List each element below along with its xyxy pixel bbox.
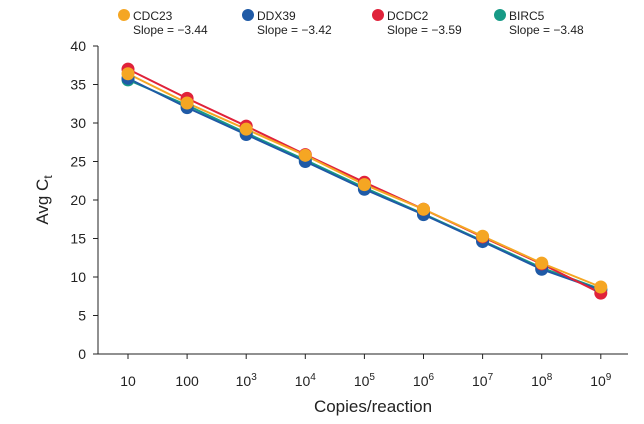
legend-marker <box>118 9 130 21</box>
x-tick-label-base: 10 <box>120 373 136 389</box>
x-tick-label-base: 10 <box>531 373 547 389</box>
legend-slope-label: Slope = −3.42 <box>257 23 332 37</box>
legend-series-name: DCDC2 <box>387 9 429 23</box>
legend-marker <box>494 9 506 21</box>
x-tick-label-base: 10 <box>354 373 370 389</box>
data-point-cdc23 <box>298 148 312 162</box>
legend-series-name: BIRC5 <box>509 9 545 23</box>
y-tick-label: 40 <box>70 38 86 54</box>
data-point-cdc23 <box>417 202 430 216</box>
x-axis-title: Copies/reaction <box>314 397 432 416</box>
y-tick-label: 10 <box>70 269 86 285</box>
x-tick-label-exponent: 6 <box>429 372 435 383</box>
legend-marker <box>372 9 384 21</box>
series-layer <box>121 62 608 300</box>
y-tick-label: 25 <box>70 154 86 170</box>
legend-slope-label: Slope = −3.48 <box>509 23 584 37</box>
legend-marker <box>242 9 254 21</box>
x-tick-label: 106 <box>413 372 435 389</box>
legend-series-name: CDC23 <box>133 9 173 23</box>
y-tick-label: 0 <box>78 346 86 362</box>
data-point-cdc23 <box>535 256 549 270</box>
data-point-cdc23 <box>121 67 135 81</box>
x-tick-label-exponent: 3 <box>251 372 257 383</box>
data-point-cdc23 <box>594 280 608 294</box>
data-point-cdc23 <box>357 178 371 192</box>
x-tick-label: 10 <box>120 373 136 389</box>
x-tick-label-base: 10 <box>236 373 252 389</box>
data-point-cdc23 <box>180 96 194 110</box>
x-tick-label: 103 <box>236 372 258 389</box>
x-tick-label-exponent: 9 <box>606 372 612 383</box>
data-point-cdc23 <box>476 229 490 243</box>
x-tick-label: 104 <box>295 372 317 389</box>
y-tick-label: 20 <box>70 192 86 208</box>
y-tick-label: 30 <box>70 115 86 131</box>
x-tick-label-exponent: 8 <box>547 372 553 383</box>
x-ticks: 10 100 103 104 105 106 107 108 109 <box>120 354 612 389</box>
x-tick-label-exponent: 4 <box>310 372 316 383</box>
y-axis-title-subscript: t <box>41 175 55 179</box>
x-tick-label: 109 <box>590 372 612 389</box>
y-axis-title-main: Avg C <box>33 179 52 225</box>
y-tick-label: 15 <box>70 231 86 247</box>
x-tick-label-base: 10 <box>413 373 429 389</box>
legend-slope-label: Slope = −3.59 <box>387 23 462 37</box>
x-tick-label-exponent: 5 <box>369 372 375 383</box>
x-tick-label-exponent: 7 <box>488 372 494 383</box>
x-tick-label-base: 100 <box>175 373 199 389</box>
y-tick-label: 35 <box>70 77 86 93</box>
y-tick-label: 5 <box>78 308 86 324</box>
y-ticks: 0 5 10 15 20 25 30 35 40 <box>70 38 98 362</box>
x-tick-label: 105 <box>354 372 376 389</box>
data-point-cdc23 <box>239 122 253 136</box>
x-tick-label: 108 <box>531 372 553 389</box>
x-tick-label-base: 10 <box>472 373 488 389</box>
y-axis-title: Avg Ct <box>33 175 55 225</box>
x-tick-label: 107 <box>472 372 494 389</box>
x-tick-label-base: 10 <box>590 373 606 389</box>
axes <box>97 46 628 355</box>
legend-series-name: DDX39 <box>257 9 296 23</box>
x-tick-label: 100 <box>175 373 199 389</box>
legend-slope-label: Slope = −3.44 <box>133 23 208 37</box>
x-tick-label-base: 10 <box>295 373 311 389</box>
